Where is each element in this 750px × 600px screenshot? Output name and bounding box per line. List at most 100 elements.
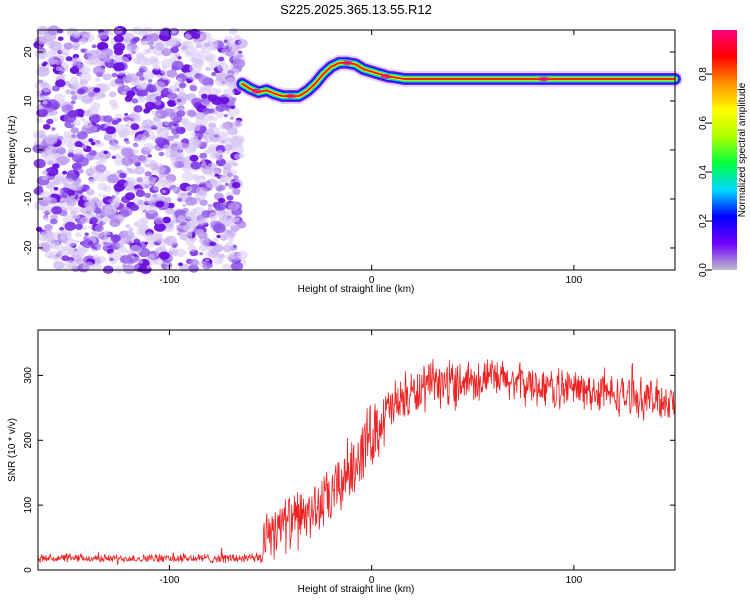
noise-blob xyxy=(47,197,58,205)
noise-blob xyxy=(36,51,47,60)
noise-blob xyxy=(116,242,124,248)
noise-blob xyxy=(224,144,233,151)
noise-blob xyxy=(165,207,175,215)
noise-blob xyxy=(185,157,191,162)
snr-ticks: -100 0 100 0 100 200 300 xyxy=(23,330,675,586)
noise-blob xyxy=(96,247,101,251)
noise-blob xyxy=(47,160,54,166)
noise-blob xyxy=(144,101,156,110)
noise-blob xyxy=(185,109,196,117)
noise-blob xyxy=(42,61,48,66)
spec-y-tick-label: -20 xyxy=(23,240,34,255)
noise-blob xyxy=(71,57,82,66)
noise-blob xyxy=(177,215,185,221)
noise-blob xyxy=(185,197,197,206)
noise-blob xyxy=(142,91,149,97)
colorbar: 0.0 0.2 0.4 0.6 0.8 Normalized spectral ampl… xyxy=(698,30,748,277)
noise-blob xyxy=(198,217,209,225)
noise-blob xyxy=(104,231,111,236)
noise-blob xyxy=(96,152,107,161)
noise-blob xyxy=(108,142,120,151)
noise-blob xyxy=(137,266,145,272)
noise-blob xyxy=(227,100,235,107)
noise-blob xyxy=(171,60,184,71)
noise-blob xyxy=(145,84,157,93)
noise-blob xyxy=(130,255,135,259)
noise-blob xyxy=(226,137,231,141)
noise-blob xyxy=(209,241,216,247)
noise-blob xyxy=(53,187,59,191)
noise-blob xyxy=(228,202,240,211)
noise-blob xyxy=(82,195,90,201)
spec-y-tick-label: 10 xyxy=(23,95,34,107)
snr-y-tick-label: 0 xyxy=(23,567,34,573)
noise-blob xyxy=(166,69,178,78)
noise-blob xyxy=(109,257,114,261)
noise-blob xyxy=(98,193,103,197)
noise-blob xyxy=(143,176,148,180)
noise-blob xyxy=(184,33,192,40)
noise-blob xyxy=(36,45,42,49)
snr-x-label: Height of straight line (km) xyxy=(298,584,415,595)
noise-blob xyxy=(131,98,139,104)
noise-blob xyxy=(67,189,76,196)
noise-blob xyxy=(130,204,139,211)
noise-blob xyxy=(173,123,178,127)
noise-blob xyxy=(74,148,83,156)
noise-blob xyxy=(199,244,209,252)
noise-blob xyxy=(116,118,122,122)
noise-blob xyxy=(127,168,135,175)
noise-blob xyxy=(84,200,95,209)
noise-blob xyxy=(94,224,104,233)
noise-blob xyxy=(223,88,235,98)
noise-blob xyxy=(228,27,238,35)
noise-blob xyxy=(217,184,226,191)
noise-blob xyxy=(52,50,58,56)
noise-blob xyxy=(156,238,164,244)
noise-blob xyxy=(232,134,245,145)
noise-blob xyxy=(140,85,148,91)
noise-blob xyxy=(207,128,215,134)
colorbar-gradient xyxy=(712,30,737,270)
noise-blob xyxy=(105,126,116,135)
noise-blob xyxy=(75,258,84,265)
noise-blob xyxy=(97,83,102,87)
noise-region xyxy=(32,25,248,274)
noise-blob xyxy=(46,118,54,125)
noise-blob xyxy=(95,213,100,217)
noise-blob xyxy=(104,56,112,63)
noise-blob xyxy=(35,117,43,124)
noise-blob xyxy=(222,73,235,83)
noise-blob xyxy=(65,56,73,62)
noise-blob xyxy=(187,141,199,151)
noise-blob xyxy=(97,31,109,40)
noise-blob xyxy=(95,161,102,166)
noise-blob xyxy=(189,154,199,162)
noise-blob xyxy=(197,230,202,234)
noise-blob xyxy=(196,197,201,201)
noise-blob xyxy=(143,49,150,55)
noise-blob xyxy=(82,145,87,150)
noise-blob xyxy=(188,137,198,145)
noise-blob xyxy=(88,138,94,143)
noise-blob xyxy=(79,113,84,118)
noise-blob xyxy=(216,111,225,119)
noise-blob xyxy=(36,25,49,36)
noise-blob xyxy=(197,115,205,121)
noise-blob xyxy=(110,234,121,243)
noise-blob xyxy=(225,229,232,235)
noise-blob xyxy=(109,218,121,228)
noise-blob xyxy=(164,108,175,117)
noise-blob xyxy=(63,42,73,50)
noise-blob xyxy=(129,180,136,186)
noise-blob xyxy=(150,195,161,203)
noise-blob xyxy=(223,114,228,118)
noise-blob xyxy=(109,81,117,87)
noise-blob xyxy=(102,221,106,225)
noise-blob xyxy=(208,212,219,220)
trace-peak xyxy=(251,88,262,94)
noise-blob xyxy=(188,258,200,267)
noise-blob xyxy=(117,82,123,88)
noise-blob xyxy=(54,59,62,65)
noise-blob xyxy=(73,207,82,214)
